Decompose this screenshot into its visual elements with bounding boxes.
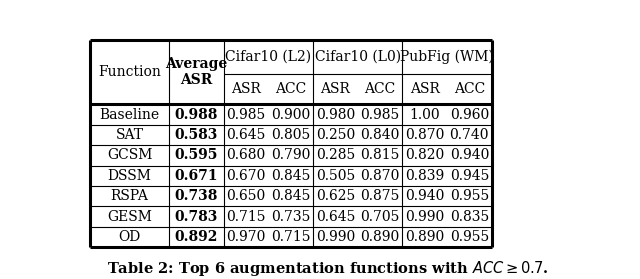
Text: Cifar10 (L2): Cifar10 (L2) [225, 50, 312, 64]
Text: GCSM: GCSM [107, 148, 152, 162]
Text: Baseline: Baseline [100, 108, 159, 122]
Text: 0.595: 0.595 [175, 148, 218, 162]
Text: 0.945: 0.945 [450, 169, 489, 183]
Text: 0.625: 0.625 [316, 189, 355, 203]
Text: 0.583: 0.583 [175, 128, 218, 142]
Text: 0.815: 0.815 [360, 148, 400, 162]
Text: 0.955: 0.955 [450, 189, 489, 203]
Text: 0.650: 0.650 [227, 189, 266, 203]
Text: 0.738: 0.738 [175, 189, 218, 203]
Text: 0.970: 0.970 [227, 230, 266, 244]
Text: 0.790: 0.790 [271, 148, 310, 162]
Text: 0.835: 0.835 [450, 210, 489, 224]
Text: Table 2: Top 6 augmentation functions with $ACC \geq 0.7$.: Table 2: Top 6 augmentation functions wi… [107, 259, 549, 278]
Text: ACC: ACC [454, 82, 485, 96]
Text: 0.680: 0.680 [227, 148, 266, 162]
Text: 0.870: 0.870 [405, 128, 444, 142]
Text: 0.940: 0.940 [450, 148, 489, 162]
Text: 0.645: 0.645 [316, 210, 355, 224]
Text: 0.890: 0.890 [405, 230, 444, 244]
Text: 0.820: 0.820 [405, 148, 444, 162]
Text: GESM: GESM [107, 210, 152, 224]
Text: 0.875: 0.875 [360, 189, 400, 203]
Text: ACC: ACC [364, 82, 396, 96]
Text: 0.845: 0.845 [271, 169, 310, 183]
Text: 0.285: 0.285 [316, 148, 355, 162]
Text: 0.715: 0.715 [227, 210, 266, 224]
Text: 0.900: 0.900 [271, 108, 310, 122]
Text: 0.839: 0.839 [405, 169, 444, 183]
Text: DSSM: DSSM [108, 169, 152, 183]
Text: 0.740: 0.740 [450, 128, 489, 142]
Text: 0.645: 0.645 [227, 128, 266, 142]
Text: 0.940: 0.940 [405, 189, 444, 203]
Text: 0.783: 0.783 [175, 210, 218, 224]
Text: 0.955: 0.955 [450, 230, 489, 244]
Text: 0.845: 0.845 [271, 189, 310, 203]
Text: 0.980: 0.980 [316, 108, 355, 122]
Text: 0.890: 0.890 [360, 230, 400, 244]
Text: 0.985: 0.985 [360, 108, 400, 122]
Text: 0.990: 0.990 [405, 210, 444, 224]
Text: 0.892: 0.892 [175, 230, 218, 244]
Text: 0.960: 0.960 [450, 108, 489, 122]
Text: 0.840: 0.840 [360, 128, 400, 142]
Text: RSPA: RSPA [111, 189, 148, 203]
Text: 0.990: 0.990 [316, 230, 355, 244]
Text: 0.988: 0.988 [175, 108, 218, 122]
Text: 0.705: 0.705 [360, 210, 400, 224]
Text: SAT: SAT [116, 128, 143, 142]
Text: 0.670: 0.670 [227, 169, 266, 183]
Text: 0.985: 0.985 [227, 108, 266, 122]
Text: ACC: ACC [275, 82, 307, 96]
Text: 1.00: 1.00 [410, 108, 440, 122]
Text: ASR: ASR [231, 82, 261, 96]
Text: Function: Function [98, 65, 161, 79]
Text: 0.870: 0.870 [360, 169, 400, 183]
Text: 0.505: 0.505 [316, 169, 355, 183]
Text: Average
ASR: Average ASR [165, 57, 228, 87]
Text: PubFig (WM): PubFig (WM) [400, 50, 494, 64]
Text: OD: OD [118, 230, 141, 244]
Text: 0.805: 0.805 [271, 128, 310, 142]
Text: 0.250: 0.250 [316, 128, 355, 142]
Text: Cifar10 (L0): Cifar10 (L0) [315, 50, 401, 64]
Text: 0.671: 0.671 [175, 169, 218, 183]
Text: ASR: ASR [410, 82, 440, 96]
Text: 0.715: 0.715 [271, 230, 310, 244]
Text: ASR: ASR [321, 82, 350, 96]
Text: 0.735: 0.735 [271, 210, 310, 224]
